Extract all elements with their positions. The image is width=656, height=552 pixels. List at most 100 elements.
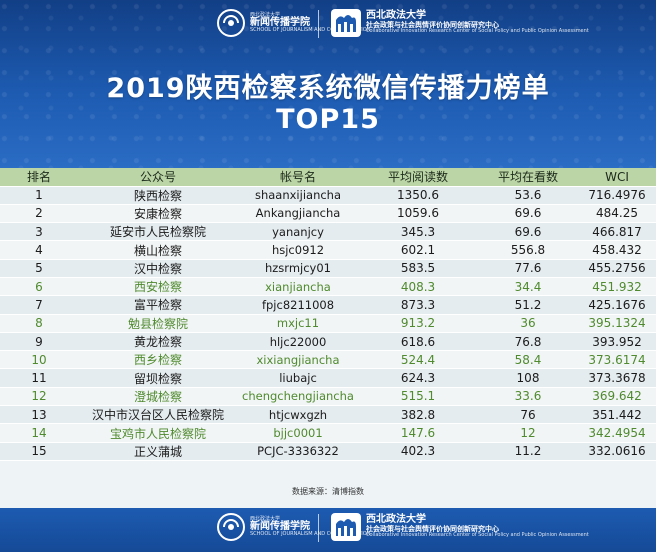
cell-account-name: 黄龙检察: [78, 332, 238, 352]
cell-account-id: yananjcy: [238, 222, 358, 242]
cell-wci: 393.952: [578, 332, 656, 352]
table-row: 12 澄城检察 chengchengjiancha 515.1 33.6 369.642: [0, 387, 656, 407]
cell-avg-reads: 618.6: [358, 332, 478, 352]
table-header-row: 排名 公众号 帐号名 平均阅读数 平均在看数 WCI: [0, 168, 656, 187]
center-logo-main: 西北政法大学: [366, 10, 426, 22]
cell-account-name: 宝鸡市人民检察院: [78, 423, 238, 443]
cell-avg-reads: 602.1: [358, 240, 478, 260]
cell-account-name: 留坝检察: [78, 368, 238, 388]
column-header-wci: WCI: [578, 168, 656, 187]
cell-account-id: hljc22000: [238, 332, 358, 352]
cell-account-id: shaanxijiancha: [238, 186, 358, 205]
logo-bar: 西北政法大学 新闻传播学院 SCHOOL OF JOURNALISM AND C…: [0, 6, 656, 42]
cell-avg-reads: 382.8: [358, 405, 478, 425]
table-row: 8 勉县检察院 mxjc11 913.2 36 395.1324: [0, 314, 656, 333]
footer-banner: 西北政法大学 新闻传播学院 SCHOOL OF JOURNALISM AND C…: [0, 508, 656, 552]
center-logo-text: 西北政法大学 社会政策与社会舆情评价协同创新研究中心 Collaborative…: [366, 11, 589, 34]
cell-account-name: 横山检察: [78, 240, 238, 260]
cell-rank: 5: [0, 259, 78, 278]
footer-center-logo-main: 西北政法大学: [366, 514, 426, 526]
cell-rank: 15: [0, 442, 78, 461]
cell-wci: 716.4976: [578, 186, 656, 205]
cell-account-id: hzsrmjcy01: [238, 259, 358, 278]
footer-school-logo-small: 西北政法大学: [250, 515, 281, 522]
school-logo-small: 西北政法大学: [250, 11, 281, 18]
cell-rank: 11: [0, 368, 78, 388]
cell-avg-likes: 77.6: [478, 259, 578, 278]
table-row: 9 黄龙检察 hljc22000 618.6 76.8 393.952: [0, 332, 656, 352]
cell-avg-reads: 913.2: [358, 314, 478, 333]
page-title: 2019陕西检察系统微信传播力榜单: [106, 73, 550, 104]
table-row: 5 汉中检察 hzsrmjcy01 583.5 77.6 455.2756: [0, 259, 656, 278]
cell-account-name: 富平检察: [78, 295, 238, 315]
cell-avg-likes: 53.6: [478, 186, 578, 205]
school-logo-en: SCHOOL OF JOURNALISM AND COMMUNICATION: [250, 27, 371, 34]
cell-account-name: 勉县检察院: [78, 314, 238, 333]
ranking-table-container: 排名 公众号 帐号名 平均阅读数 平均在看数 WCI 1 陕西检察 shaanxij…: [0, 168, 656, 508]
ranking-table: 排名 公众号 帐号名 平均阅读数 平均在看数 WCI 1 陕西检察 shaanxij…: [0, 168, 656, 461]
footer-center-logo-en: Collaborative Innovation Research Center…: [366, 532, 589, 539]
cell-avg-reads: 873.3: [358, 295, 478, 315]
cell-rank: 7: [0, 295, 78, 315]
cell-rank: 13: [0, 405, 78, 425]
cell-avg-likes: 108: [478, 368, 578, 388]
cell-rank: 9: [0, 332, 78, 352]
cell-account-id: chengchengjiancha: [238, 387, 358, 407]
cell-avg-reads: 624.3: [358, 368, 478, 388]
cell-wci: 369.642: [578, 387, 656, 407]
table-row: 14 宝鸡市人民检察院 bjjc0001 147.6 12 342.4954: [0, 423, 656, 443]
cell-avg-reads: 515.1: [358, 387, 478, 407]
cell-avg-likes: 11.2: [478, 442, 578, 461]
column-header-account-name: 公众号: [78, 168, 238, 187]
table-row: 1 陕西检察 shaanxijiancha 1350.6 53.6 716.4976: [0, 186, 656, 205]
center-logo-sub: 社会政策与社会舆情评价协同创新研究中心: [366, 20, 499, 29]
cell-avg-reads: 583.5: [358, 259, 478, 278]
school-emblem-icon: [217, 513, 245, 541]
cell-account-name: 汉中市汉台区人民检察院: [78, 405, 238, 425]
cell-account-id: mxjc11: [238, 314, 358, 333]
school-emblem-icon: [217, 9, 245, 37]
cell-avg-reads: 345.3: [358, 222, 478, 242]
header-banner: 西北政法大学 新闻传播学院 SCHOOL OF JOURNALISM AND C…: [0, 0, 656, 168]
page-subtitle: TOP15: [276, 104, 380, 135]
cell-account-id: hsjc0912: [238, 240, 358, 260]
cell-account-name: 汉中检察: [78, 259, 238, 278]
cell-wci: 455.2756: [578, 259, 656, 278]
cell-rank: 12: [0, 387, 78, 407]
cell-wci: 373.3678: [578, 368, 656, 388]
cell-rank: 2: [0, 204, 78, 224]
table-row: 4 横山检察 hsjc0912 602.1 556.8 458.432: [0, 240, 656, 260]
cell-rank: 6: [0, 277, 78, 297]
table-row: 2 安康检察 Ankangjiancha 1059.6 69.6 484.25: [0, 204, 656, 224]
source-note: 数据来源：清博指数: [292, 487, 364, 496]
footer-center-logo-text: 西北政法大学 社会政策与社会舆情评价协同创新研究中心 Collaborative…: [366, 515, 589, 538]
cell-account-name: 延安市人民检察院: [78, 222, 238, 242]
cell-avg-reads: 1350.6: [358, 186, 478, 205]
cell-wci: 458.432: [578, 240, 656, 260]
cell-account-id: PCJC-3336322: [238, 442, 358, 461]
cell-account-name: 正义蒲城: [78, 442, 238, 461]
cell-account-name: 安康检察: [78, 204, 238, 224]
school-logo: 西北政法大学 新闻传播学院 SCHOOL OF JOURNALISM AND C…: [216, 8, 370, 38]
cell-wci: 484.25: [578, 204, 656, 224]
cell-avg-likes: 34.4: [478, 277, 578, 297]
school-logo-main: 新闻传播学院: [250, 16, 310, 28]
cell-avg-likes: 12: [478, 423, 578, 443]
cell-account-id: htjcwxgzh: [238, 405, 358, 425]
footer-center-logo-sub: 社会政策与社会舆情评价协同创新研究中心: [366, 524, 499, 533]
cell-avg-reads: 402.3: [358, 442, 478, 461]
cell-avg-likes: 76: [478, 405, 578, 425]
cell-avg-likes: 76.8: [478, 332, 578, 352]
cell-wci: 351.442: [578, 405, 656, 425]
column-header-avg-reads: 平均阅读数: [358, 168, 478, 187]
cell-avg-likes: 58.4: [478, 350, 578, 370]
table-row: 15 正义蒲城 PCJC-3336322 402.3 11.2 332.0616: [0, 442, 656, 461]
table-body: 1 陕西检察 shaanxijiancha 1350.6 53.6 716.4976 2 安康…: [0, 186, 656, 461]
table-row: 11 留坝检察 liubajc 624.3 108 373.3678: [0, 368, 656, 388]
column-header-account-id: 帐号名: [238, 168, 358, 187]
logo-divider: [318, 10, 319, 38]
cell-account-id: fpjc8211008: [238, 295, 358, 315]
cell-wci: 373.6174: [578, 350, 656, 370]
cell-account-id: bjjc0001: [238, 423, 358, 443]
cell-avg-likes: 69.6: [478, 204, 578, 224]
